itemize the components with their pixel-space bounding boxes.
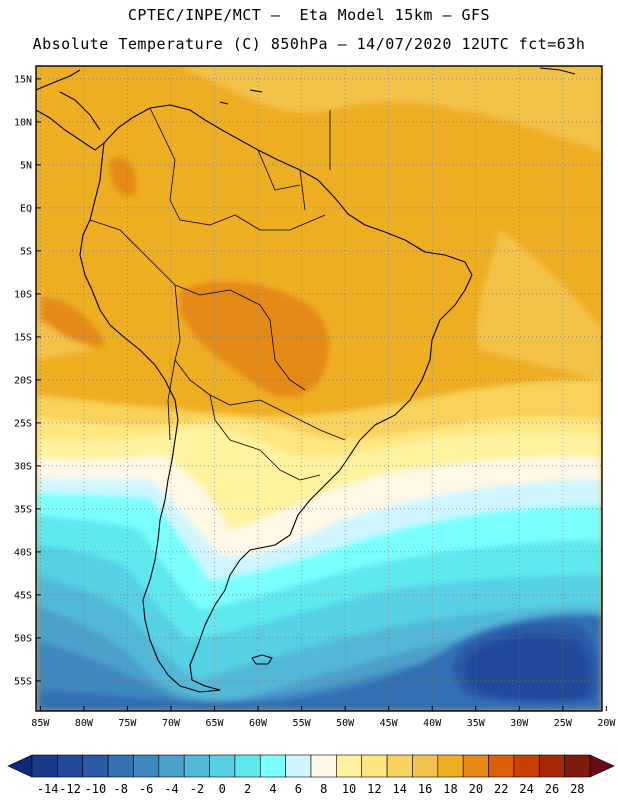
lon-tick-label: 35W	[467, 718, 486, 729]
colorbar-label: -12	[59, 782, 81, 796]
colorbar-label: 12	[367, 782, 381, 796]
colorbar-swatch	[538, 754, 565, 778]
lon-tick-label: 60W	[249, 718, 268, 729]
colorbar-label: -2	[190, 782, 204, 796]
colorbar-under-arrow	[7, 754, 33, 778]
colorbar-swatch	[386, 754, 413, 778]
colorbar-label: 0	[219, 782, 226, 796]
band-20-22-center	[180, 281, 329, 397]
colorbar-label: -10	[85, 782, 107, 796]
colorbar-swatch	[513, 754, 540, 778]
chart-title-model: CPTEC/INPE/MCT – Eta Model 15km – GFS	[127, 6, 491, 24]
colorbar-label: 2	[244, 782, 251, 796]
colorbar-swatch	[234, 754, 261, 778]
lon-tick-label: 65W	[205, 718, 224, 729]
colorbar	[7, 754, 615, 778]
country-borders	[89, 107, 346, 481]
colorbar-label: -4	[164, 782, 178, 796]
colorbar-swatch	[462, 754, 489, 778]
band-20-22-north	[109, 157, 137, 196]
falkland-islands	[251, 654, 273, 665]
colorbar-label: 20	[469, 782, 483, 796]
lon-tick-label: 20W	[597, 718, 616, 729]
colorbar-label: -8	[114, 782, 128, 796]
colorbar-swatch	[336, 754, 363, 778]
lat-tick-label: 55S	[14, 676, 32, 687]
colorbar-swatch	[183, 754, 210, 778]
colorbar-label: 18	[443, 782, 457, 796]
band-16-18-north	[180, 66, 602, 150]
band-16-18-east	[477, 230, 602, 380]
lat-tick-label: 10N	[14, 117, 32, 128]
band-m12-m10	[464, 635, 591, 700]
colorbar-swatch	[437, 754, 464, 778]
lat-tick-label: 15S	[14, 332, 32, 343]
colorbar-label: 22	[494, 782, 508, 796]
lon-tick-label: 25W	[554, 718, 573, 729]
colorbar-swatch	[82, 754, 109, 778]
temperature-field	[36, 66, 602, 711]
map-frame	[35, 65, 603, 712]
lat-tick-label: 15N	[14, 74, 32, 85]
colorbar-label: 16	[418, 782, 432, 796]
lat-tick-label: 50S	[14, 633, 32, 644]
lon-tick-label: 45W	[380, 718, 399, 729]
colorbar-swatch	[158, 754, 185, 778]
lat-tick-label: 10S	[14, 289, 32, 300]
coastlines	[36, 67, 576, 693]
lon-tick-label: 55W	[293, 718, 312, 729]
longitude-axis: 85W 80W 75W 70W 65W 60W 55W 50W 45W 40W 35W 30W 25W 2…	[31, 706, 616, 729]
lon-tick-label: 70W	[162, 718, 181, 729]
south-america-coastline	[79, 104, 473, 693]
lon-tick-label: 30W	[510, 718, 529, 729]
central-america-coastline	[36, 69, 105, 151]
colorbar-swatch	[31, 754, 58, 778]
colorbar-swatch	[361, 754, 388, 778]
lon-tick-label: 75W	[118, 718, 137, 729]
colorbar-swatch	[107, 754, 134, 778]
colorbar-labels: -14 -12 -10 -8 -6 -4 -2 0 2 4 6 8 10 12 14 16 18 20 22 24 26…	[37, 782, 585, 796]
colorbar-label: 6	[295, 782, 302, 796]
colorbar-swatch	[285, 754, 312, 778]
colorbar-swatch	[564, 754, 591, 778]
lat-tick-label: EQ	[20, 203, 32, 214]
lat-tick-label: 25S	[14, 418, 32, 429]
colorbar-label: 26	[545, 782, 559, 796]
lat-tick-label: 35S	[14, 504, 32, 515]
colorbar-label: 14	[393, 782, 407, 796]
colorbar-swatch	[57, 754, 84, 778]
lat-tick-label: 45S	[14, 590, 32, 601]
latitude-axis: 15N 10N 5N EQ 5S 10S 15S 20S 25S 30S 35S 40S 45S 50S 5…	[14, 74, 41, 687]
lat-tick-label: 40S	[14, 547, 32, 558]
colorbar-label: 10	[342, 782, 356, 796]
lat-tick-label: 5N	[20, 160, 32, 171]
lat-tick-label: 20S	[14, 375, 32, 386]
chart-title-variable: Absolute Temperature (C) 850hPa – 14/07/…	[32, 35, 586, 53]
colorbar-label: 4	[269, 782, 276, 796]
colorbar-swatch	[133, 754, 160, 778]
lon-tick-label: 85W	[31, 718, 50, 729]
colorbar-label: 8	[320, 782, 327, 796]
lat-tick-label: 30S	[14, 461, 32, 472]
colorbar-swatch	[259, 754, 286, 778]
lon-tick-label: 40W	[423, 718, 442, 729]
colorbar-label: 24	[519, 782, 533, 796]
colorbar-over-arrow	[589, 754, 615, 778]
colorbar-swatch	[412, 754, 439, 778]
lon-tick-label: 80W	[75, 718, 94, 729]
colorbar-label: -6	[139, 782, 153, 796]
caribbean-islands	[219, 67, 576, 105]
colorbar-label: 28	[570, 782, 584, 796]
colorbar-label: -14	[37, 782, 59, 796]
lat-tick-label: 5S	[20, 246, 32, 257]
lon-tick-label: 50W	[336, 718, 355, 729]
band-20-22-west	[40, 295, 105, 346]
colorbar-swatch	[209, 754, 236, 778]
colorbar-swatch	[488, 754, 515, 778]
colorbar-swatch	[310, 754, 337, 778]
